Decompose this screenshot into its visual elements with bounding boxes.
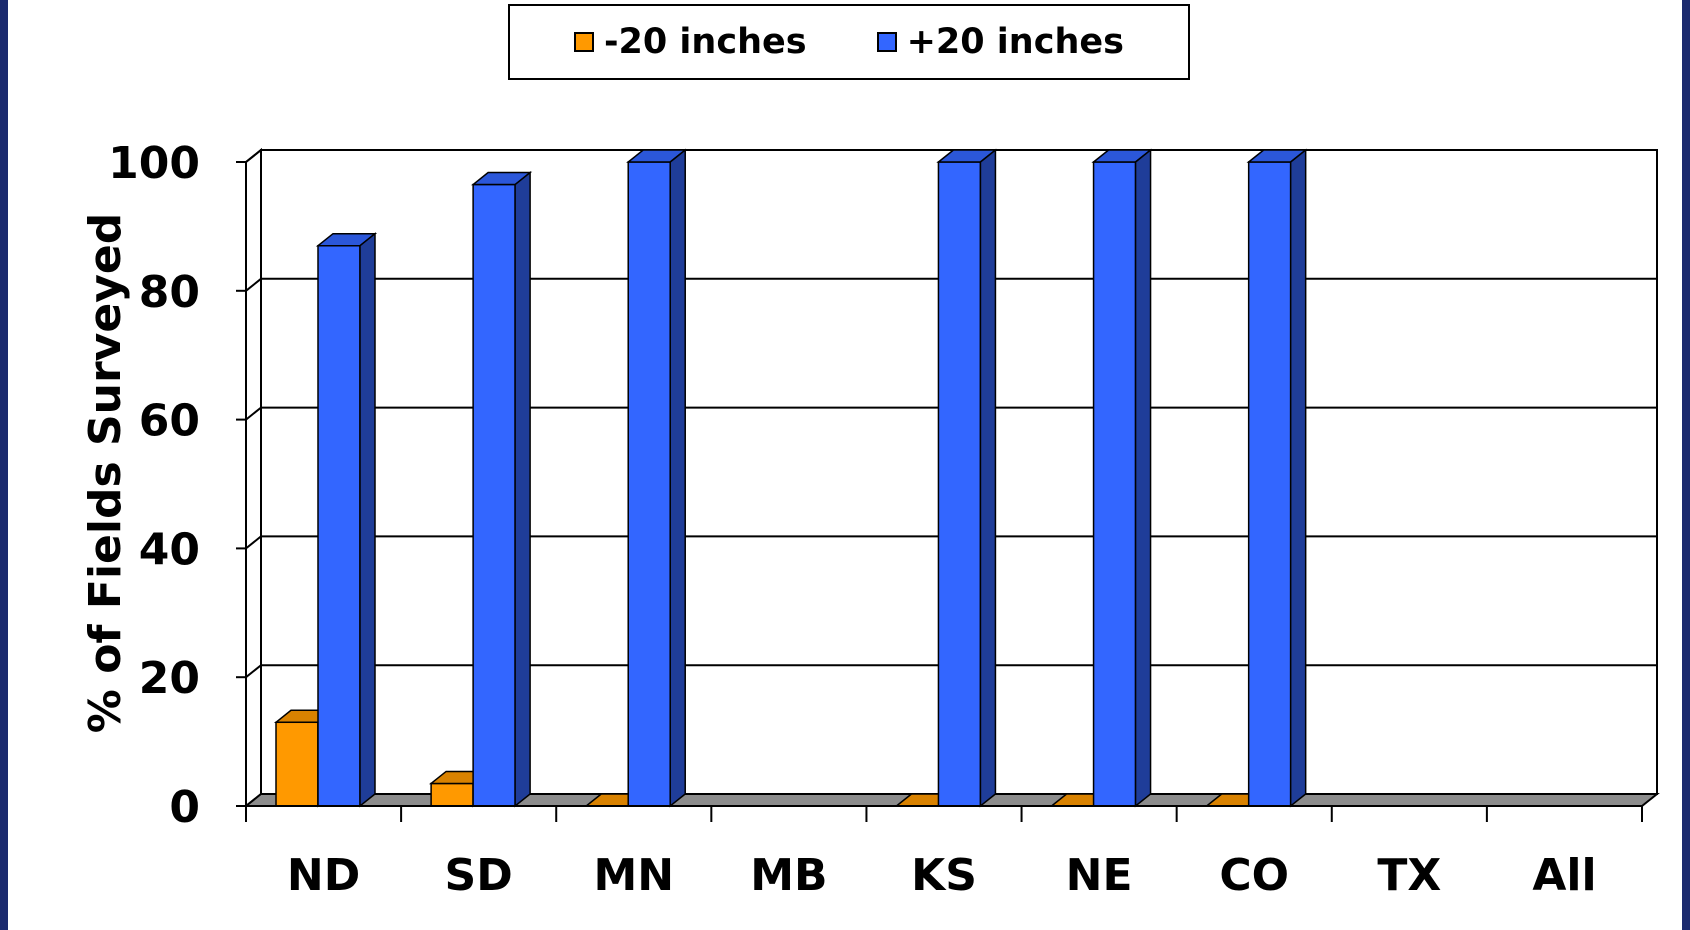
- bar-side: [359, 232, 376, 808]
- bar-front: [430, 782, 474, 807]
- legend-swatch-blue: [876, 32, 897, 52]
- legend-label-minus-20: -20 inches: [604, 22, 807, 62]
- x-tick-label-all: All: [1532, 850, 1596, 901]
- bar-front: [937, 161, 982, 807]
- x-tick-label-nd: ND: [287, 850, 360, 901]
- bar-front: [472, 183, 516, 807]
- bar-plus20-sd: [470, 170, 533, 808]
- y-tick-label: 60: [139, 396, 200, 447]
- y-tick-label: 80: [139, 267, 200, 318]
- bar-plus20-ne: [1091, 148, 1153, 808]
- x-tick-label-mb: MB: [750, 850, 827, 901]
- legend: -20 inches +20 inches: [508, 4, 1190, 80]
- bar-front: [317, 244, 361, 807]
- x-tick-label-tx: TX: [1377, 850, 1441, 901]
- bar-side: [1289, 148, 1307, 808]
- gridline: [245, 664, 1657, 678]
- bar-side: [1134, 148, 1152, 808]
- x-tick-label-sd: SD: [445, 850, 513, 901]
- bars: [273, 148, 1308, 808]
- bar-plus20-mn: [626, 148, 688, 808]
- bar-front: [627, 161, 671, 807]
- bar-side: [514, 170, 531, 808]
- legend-label-plus-20: +20 inches: [906, 22, 1124, 62]
- y-tick-label: 40: [139, 524, 200, 575]
- bar-front: [275, 721, 319, 807]
- x-tick-label-mn: MN: [593, 850, 674, 901]
- bar-plus20-nd: [315, 232, 378, 808]
- gridline: [245, 149, 1657, 163]
- y-tick-label: 20: [139, 653, 200, 704]
- bar-plus20-ks: [936, 148, 998, 808]
- bar-side: [669, 148, 686, 808]
- legend-item-plus-20: +20 inches: [876, 22, 1124, 62]
- bar-front: [1247, 161, 1292, 807]
- gridline: [245, 277, 1657, 292]
- gridline: [245, 406, 1657, 421]
- gridline: [245, 535, 1657, 550]
- bar-plus20-co: [1246, 148, 1308, 808]
- bar-front: [1092, 161, 1137, 807]
- y-tick-label: 100: [108, 138, 200, 189]
- x-tick-label-co: CO: [1219, 850, 1289, 901]
- x-tick-label-ne: NE: [1066, 850, 1133, 901]
- x-tick-label-ks: KS: [911, 850, 977, 901]
- y-axis-label: % of Fields Surveyed: [80, 213, 131, 733]
- y-tick-label: 0: [169, 782, 200, 833]
- side-wall: [245, 147, 262, 809]
- legend-swatch-orange: [574, 32, 595, 52]
- legend-item-minus-20: -20 inches: [574, 22, 807, 62]
- axes: 0 20 40 60 80 100 ND SD MN MB KS NE CO TX All: [108, 138, 1643, 901]
- bar-side: [979, 148, 997, 808]
